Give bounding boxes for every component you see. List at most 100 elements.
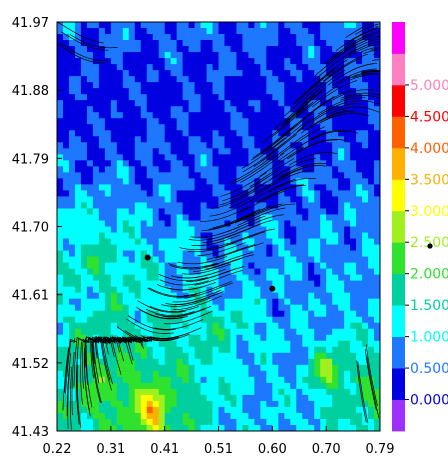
field-cell — [374, 334, 380, 342]
streamline — [316, 58, 361, 89]
colorbar — [392, 22, 405, 432]
field-cell — [242, 370, 250, 378]
field-cell — [134, 370, 142, 378]
field-cell — [206, 136, 214, 143]
streamline — [179, 242, 229, 251]
field-cell — [140, 310, 148, 318]
field-cell — [128, 64, 136, 71]
field-cell — [272, 400, 279, 408]
field-cell — [158, 142, 166, 149]
field-cell — [170, 70, 178, 77]
field-cell — [92, 322, 100, 330]
field-cell — [302, 358, 309, 366]
field-cell — [356, 70, 363, 77]
field-cell — [260, 382, 267, 390]
field-cell — [86, 28, 94, 35]
field-cell — [152, 184, 160, 192]
field-cell — [86, 424, 94, 431]
field-cell — [236, 292, 244, 300]
field-cell — [200, 94, 208, 101]
field-cell — [374, 196, 380, 204]
field-cell — [206, 256, 214, 264]
field-cell — [284, 118, 291, 125]
field-cell — [302, 112, 309, 119]
field-cell — [224, 172, 232, 179]
field-cell — [182, 340, 190, 348]
field-cell — [224, 274, 232, 282]
field-cell — [146, 94, 154, 101]
field-cell — [182, 160, 190, 167]
field-cell — [98, 352, 106, 360]
field-cell — [224, 340, 232, 348]
field-cell — [338, 112, 345, 119]
field-cell — [98, 46, 106, 53]
field-cell — [296, 418, 303, 426]
field-cell — [338, 274, 345, 282]
field-cell — [200, 148, 208, 155]
field-cell — [134, 148, 142, 155]
field-cell — [302, 250, 309, 258]
field-cell — [146, 244, 154, 252]
field-cell — [284, 340, 291, 348]
field-cell — [212, 406, 220, 414]
field-cell — [350, 250, 357, 258]
field-cell — [344, 310, 351, 318]
field-cell — [86, 292, 94, 300]
field-cell — [362, 376, 369, 384]
field-cell — [308, 40, 315, 47]
field-cell — [272, 178, 279, 185]
field-cell — [188, 82, 196, 89]
field-cell — [98, 52, 106, 59]
field-cell — [158, 118, 166, 125]
field-cell — [356, 346, 363, 354]
field-cell — [212, 352, 220, 360]
field-cell — [302, 202, 309, 210]
field-cell — [140, 232, 148, 240]
streamline — [244, 168, 290, 196]
field-cell — [164, 142, 172, 149]
streamline — [248, 178, 296, 203]
field-cell — [116, 388, 124, 396]
field-cell — [350, 70, 357, 77]
field-cell — [194, 112, 202, 119]
field-cell — [308, 424, 315, 431]
streamline — [71, 352, 75, 416]
field-cell — [350, 256, 357, 264]
field-cell — [80, 64, 88, 71]
field-cell — [170, 382, 178, 390]
field-cell — [314, 376, 321, 384]
field-cell — [110, 112, 118, 119]
field-cell — [170, 316, 178, 324]
field-cell — [194, 328, 202, 336]
field-cell — [290, 136, 297, 143]
colorbar-segment — [392, 210, 405, 243]
field-cell — [152, 238, 160, 246]
streamline — [163, 310, 213, 325]
field-cell — [57, 112, 64, 119]
y-tick-label: 41.79 — [12, 152, 49, 167]
field-cell — [128, 286, 136, 294]
field-cell — [128, 358, 136, 366]
field-cell — [128, 232, 136, 240]
field-cell — [57, 142, 64, 149]
field-cell — [296, 130, 303, 137]
streamline — [231, 153, 277, 182]
field-cell — [62, 298, 70, 306]
field-cell — [356, 52, 363, 59]
field-cell — [152, 58, 160, 65]
field-cell — [278, 166, 285, 173]
field-cell — [230, 412, 238, 420]
field-cell — [116, 364, 124, 372]
field-cell — [272, 70, 279, 77]
field-cell — [92, 184, 100, 192]
field-cell — [338, 364, 345, 372]
field-cell — [116, 352, 124, 360]
field-cell — [278, 322, 285, 330]
field-cell — [266, 328, 273, 336]
field-cell — [254, 46, 261, 53]
field-cell — [122, 346, 130, 354]
field-cell — [374, 394, 380, 402]
field-cell — [152, 412, 160, 420]
colorbar-segment — [392, 147, 405, 180]
field-cell — [57, 418, 64, 426]
